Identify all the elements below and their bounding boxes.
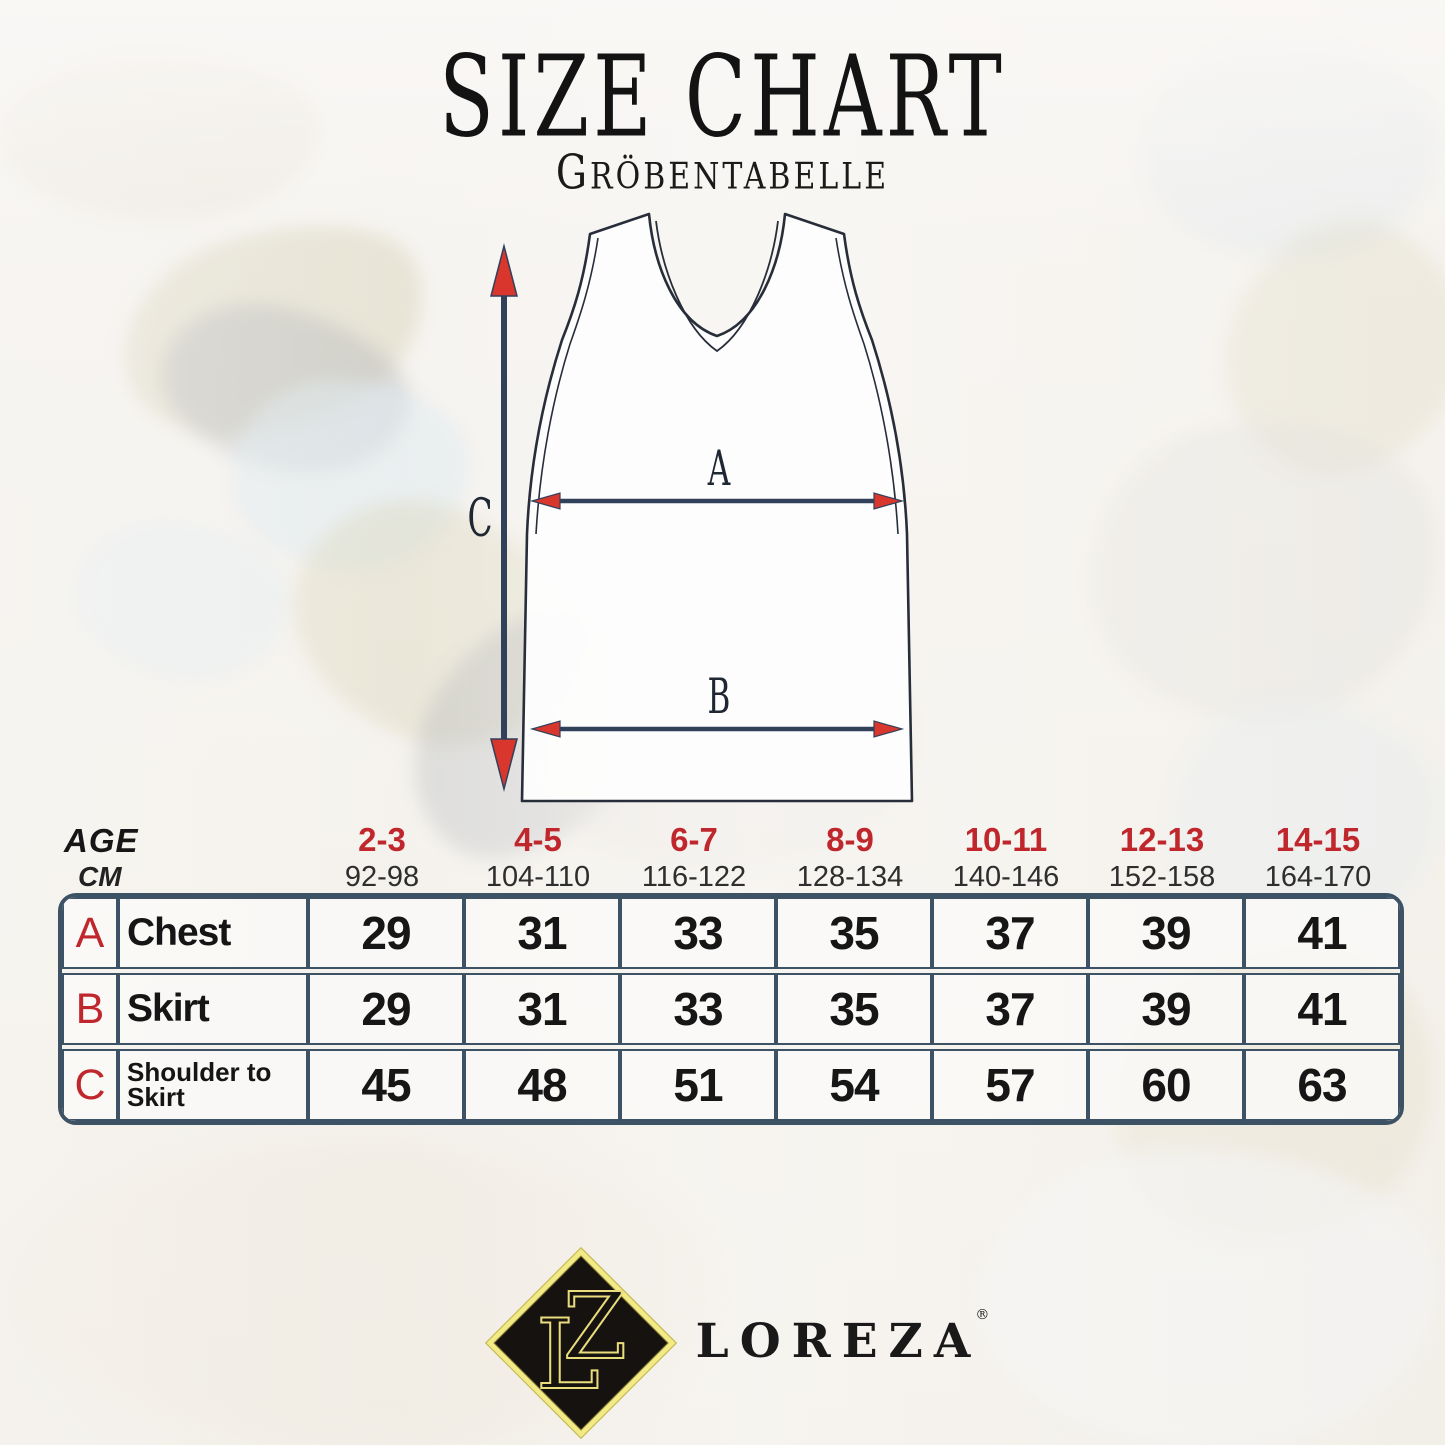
cm-range: 164-170 bbox=[1264, 860, 1372, 893]
left-armhole-binding-line bbox=[535, 237, 599, 535]
table-cell-value: 33 bbox=[620, 973, 776, 1045]
cm-range: 116-122 bbox=[641, 860, 747, 893]
age-value: 2-3 bbox=[358, 821, 406, 858]
age-header-row: AGE CM 2-3 92-98 4-5 104-110 6-7 116-122… bbox=[58, 821, 1396, 893]
height-arrow: C bbox=[467, 243, 518, 792]
age-column: 8-9 128-134 bbox=[772, 821, 928, 893]
cm-label: CM bbox=[78, 861, 122, 892]
table-cell-value: 48 bbox=[464, 1049, 620, 1121]
age-column: 2-3 92-98 bbox=[304, 821, 460, 893]
row-letter: B bbox=[62, 973, 118, 1045]
table-cell-value: 37 bbox=[932, 897, 1088, 969]
age-column: 14-15 164-170 bbox=[1240, 821, 1396, 893]
cm-range: 140-146 bbox=[952, 860, 1060, 893]
age-value: 8-9 bbox=[826, 821, 874, 858]
row-letter: C bbox=[62, 1049, 118, 1121]
size-table: A Chest 29 31 33 35 37 39 41 B Skirt 29 … bbox=[58, 893, 1404, 1125]
age-value: 12-13 bbox=[1119, 821, 1205, 858]
row-label: Skirt bbox=[118, 973, 308, 1045]
right-armhole-binding-line bbox=[835, 237, 899, 535]
row-label: Shoulder to Skirt bbox=[118, 1049, 308, 1121]
cm-range: 104-110 bbox=[485, 860, 591, 893]
age-value: 14-15 bbox=[1275, 821, 1361, 858]
cm-range: 152-158 bbox=[1108, 860, 1216, 893]
table-cell-value: 29 bbox=[308, 897, 464, 969]
tank-top-measurement-diagram: C A B bbox=[467, 212, 914, 803]
brand-diamond-logo: Z L bbox=[485, 1248, 676, 1438]
table-cell-value: 31 bbox=[464, 897, 620, 969]
table-cell-value: 31 bbox=[464, 973, 620, 1045]
chest-arrow: A bbox=[529, 440, 905, 510]
brand-name-text: LOREZA bbox=[695, 1314, 982, 1369]
table-cell-value: 41 bbox=[1244, 973, 1400, 1045]
table-cell-value: 63 bbox=[1244, 1049, 1400, 1121]
neck-binding-line bbox=[655, 220, 779, 353]
table-cell-value: 33 bbox=[620, 897, 776, 969]
page-title: SIZE CHART bbox=[439, 32, 1006, 163]
age-column: 6-7 116-122 bbox=[616, 821, 772, 893]
cm-range: 128-134 bbox=[796, 860, 904, 893]
age-value: 4-5 bbox=[514, 821, 562, 858]
table-cell-value: 57 bbox=[932, 1049, 1088, 1121]
row-label: Chest bbox=[118, 897, 308, 969]
lz-monogram: Z L bbox=[535, 1272, 628, 1412]
height-arrow-label: C bbox=[467, 488, 492, 549]
table-cell-value: 39 bbox=[1088, 973, 1244, 1045]
hem-arrow: B bbox=[529, 668, 905, 738]
age-column: 12-13 152-158 bbox=[1084, 821, 1240, 893]
monogram-z: Z bbox=[563, 1273, 627, 1380]
tank-top-outline bbox=[520, 212, 914, 803]
brand-name: LOREZA® bbox=[696, 1307, 990, 1369]
table-cell-value: 54 bbox=[776, 1049, 932, 1121]
table-cell-value: 39 bbox=[1088, 897, 1244, 969]
age-value: 6-7 bbox=[670, 821, 718, 858]
table-cell-value: 60 bbox=[1088, 1049, 1244, 1121]
page-subtitle: GRÖBENTABELLE bbox=[555, 146, 890, 201]
monogram-l: L bbox=[536, 1299, 600, 1411]
table-cell-value: 35 bbox=[776, 973, 932, 1045]
table-cell-value: 35 bbox=[776, 897, 932, 969]
row-letter: A bbox=[62, 897, 118, 969]
table-cell-value: 45 bbox=[308, 1049, 464, 1121]
age-value: 10-11 bbox=[964, 821, 1048, 858]
table-cell-value: 37 bbox=[932, 973, 1088, 1045]
hem-arrow-label: B bbox=[708, 668, 731, 725]
table-cell-value: 41 bbox=[1244, 897, 1400, 969]
table-cell-value: 51 bbox=[620, 1049, 776, 1121]
age-column: 10-11 140-146 bbox=[928, 821, 1084, 893]
top-white-fade bbox=[0, 0, 1445, 240]
table-cell-value: 29 bbox=[308, 973, 464, 1045]
cm-range: 92-98 bbox=[344, 860, 420, 893]
brand-logo: Z L LOREZA® bbox=[16, 1243, 1445, 1438]
age-label: AGE bbox=[64, 822, 139, 859]
registered-mark: ® bbox=[975, 1307, 990, 1323]
tank-top-illustration bbox=[520, 212, 914, 803]
chest-arrow-label: A bbox=[707, 440, 731, 497]
age-cm-legend: AGE CM bbox=[58, 822, 304, 893]
age-column: 4-5 104-110 bbox=[460, 821, 616, 893]
